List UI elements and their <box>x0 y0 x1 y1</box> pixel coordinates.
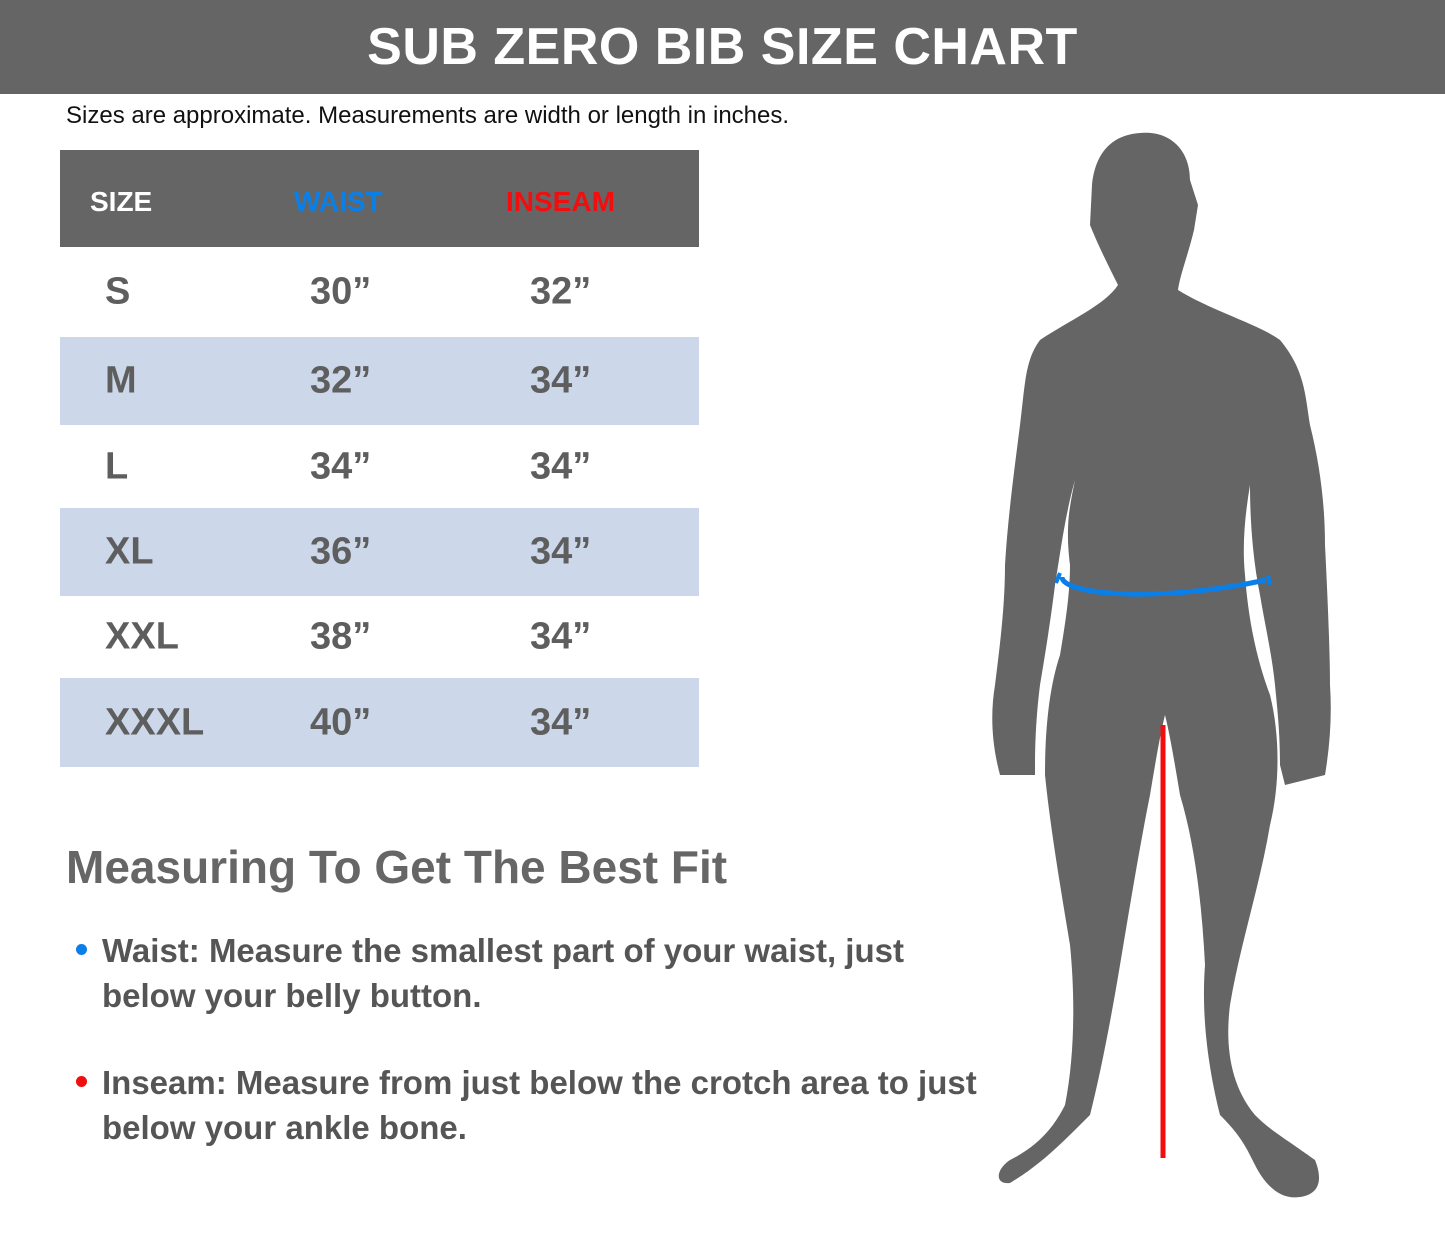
inseam-cell: 34” <box>530 445 592 487</box>
table-row: XXXL 40” 34” <box>60 678 699 767</box>
size-cell: XXXL <box>105 701 205 743</box>
waist-cell: 40” <box>310 701 372 743</box>
waist-cell: 30” <box>310 270 372 313</box>
inseam-instruction: Inseam: Measure from just below the crot… <box>102 1064 977 1146</box>
table-row: XL 36” 34” <box>60 508 699 596</box>
table-row: L 34” 34” <box>60 425 699 508</box>
table-row: XXL 38” 34” <box>60 596 699 678</box>
inseam-bullet-icon <box>76 1076 87 1087</box>
waist-cell: 38” <box>310 615 372 658</box>
table-header: SIZE WAIST INSEAM <box>60 150 699 247</box>
header-size: SIZE <box>90 186 153 217</box>
inseam-cell: 34” <box>530 530 592 573</box>
size-cell: L <box>105 445 129 487</box>
inseam-cell: 34” <box>530 359 592 402</box>
measuring-title: Measuring To Get The Best Fit <box>66 841 728 893</box>
waist-instruction: Waist: Measure the smallest part of your… <box>102 932 904 1014</box>
size-cell: XL <box>105 530 154 573</box>
waist-line <box>1059 576 1267 597</box>
body-silhouette-icon <box>992 132 1331 1198</box>
inseam-cell: 32” <box>530 270 592 313</box>
header-waist: WAIST <box>294 186 383 217</box>
page-title: SUB ZERO BIB SIZE CHART <box>0 0 1445 94</box>
waist-cell: 32” <box>310 359 372 402</box>
header-inseam: INSEAM <box>506 186 615 217</box>
waist-bullet-icon <box>76 944 87 955</box>
size-table: SIZE WAIST INSEAM S 30” 32” M 32” 34” L 34” 34” X… <box>60 150 699 767</box>
inseam-cell: 34” <box>530 615 592 658</box>
size-cell: S <box>105 270 131 313</box>
inseam-cell: 34” <box>530 701 592 743</box>
size-cell: XXL <box>105 615 179 658</box>
size-cell: M <box>105 359 137 402</box>
subtitle: Sizes are approximate. Measurements are … <box>66 102 790 129</box>
waist-cell: 36” <box>310 530 372 573</box>
table-row: S 30” 32” <box>60 247 699 337</box>
table-row: M 32” 34” <box>60 337 699 425</box>
waist-cell: 34” <box>310 445 372 487</box>
